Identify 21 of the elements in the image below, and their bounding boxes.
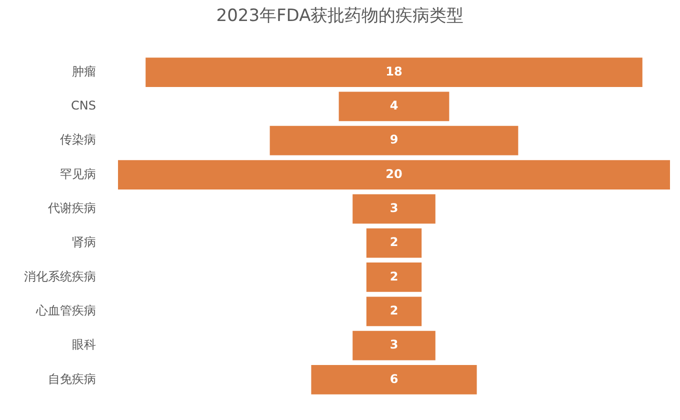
data-label: 4 (390, 98, 398, 113)
data-label: 18 (386, 64, 402, 78)
category-label: 肾病 (72, 235, 96, 250)
data-label: 20 (386, 166, 402, 181)
category-label: 心血管疾病 (35, 304, 96, 318)
data-label: 2 (390, 304, 398, 318)
category-label: 代谢疾病 (47, 201, 96, 216)
data-label: 2 (390, 269, 398, 284)
category-label: 传染病 (60, 132, 96, 147)
data-label: 3 (390, 338, 398, 352)
category-label: 消化系统疾病 (24, 269, 96, 284)
data-label: 6 (390, 372, 398, 386)
data-label: 2 (390, 235, 398, 250)
data-label: 3 (390, 201, 398, 216)
text: 2023年FDA获批药物的疾病类型 (215, 5, 465, 27)
category-label: 自免疾病 (48, 372, 96, 386)
category-label: 眼科 (72, 338, 96, 352)
category-label: 肿瘤 (72, 64, 96, 78)
category-label: CNS (71, 98, 96, 113)
data-label: 9 (390, 132, 398, 147)
category-label: 罕见病 (60, 166, 96, 181)
